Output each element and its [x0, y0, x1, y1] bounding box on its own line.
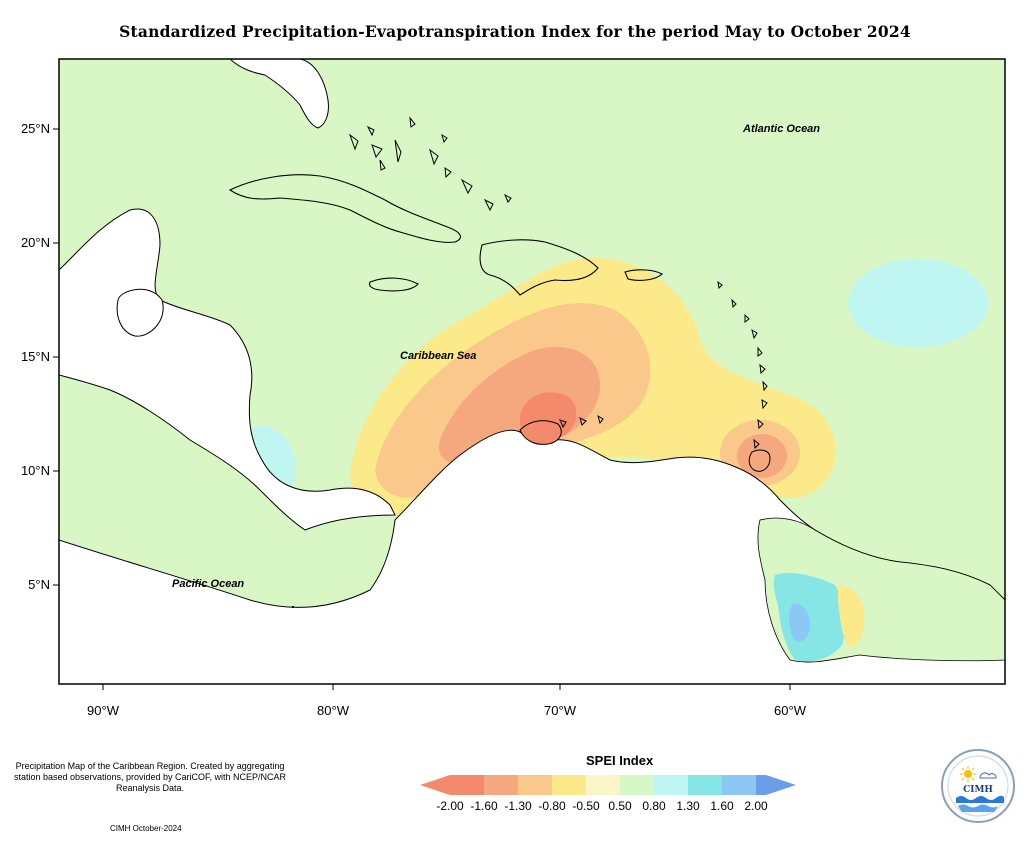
legend-swatch: [484, 775, 518, 795]
lat-label-15n: 15°N: [20, 349, 50, 364]
guyana-wet-land: [773, 573, 846, 662]
legend-tick: 0.50: [608, 799, 632, 813]
lat-label-25n: 25°N: [20, 121, 50, 136]
map-title: Standardized Precipitation-Evapotranspir…: [119, 22, 911, 41]
legend-tick: 2.00: [744, 799, 768, 813]
legend-tick: -1.60: [470, 799, 498, 813]
legend-tick: 0.80: [642, 799, 666, 813]
map-description: Precipitation Map of the Caribbean Regio…: [13, 761, 287, 793]
lat-label-10n: 10°N: [20, 463, 50, 478]
logo-text: CIMH: [963, 785, 993, 795]
land-bahamas: [348, 116, 512, 212]
land-jamaica: [368, 277, 419, 292]
map-frame: [58, 58, 1006, 685]
label-caribbean-sea: Caribbean Sea: [400, 350, 477, 362]
spei-wet-atlantic: [848, 259, 988, 347]
lon-label-90w: 90°W: [87, 703, 119, 718]
legend-tick: -0.80: [538, 799, 566, 813]
legend-swatch: [756, 775, 766, 795]
legend-tick: -0.50: [572, 799, 600, 813]
legend-swatch: [722, 775, 756, 795]
label-pacific-ocean: Pacific Ocean: [172, 578, 245, 590]
legend-tick: 1.60: [710, 799, 734, 813]
legend-arrow-right: [766, 775, 796, 795]
lat-label-20n: 20°N: [20, 235, 50, 250]
land-florida: [229, 59, 329, 129]
legend-swatch: [552, 775, 586, 795]
lon-label-70w: 70°W: [544, 703, 576, 718]
legend-tick: -2.00: [436, 799, 464, 813]
axis-ticks: [53, 128, 791, 690]
legend-colorbar: [420, 775, 796, 795]
legend-tick: 1.30: [676, 799, 700, 813]
legend-swatch: [654, 775, 688, 795]
legend-arrow-left: [420, 775, 450, 795]
lon-label-60w: 60°W: [774, 703, 806, 718]
guyana-wet-core-land: [788, 603, 810, 642]
legend-title: SPEI Index: [586, 753, 654, 768]
legend-tick: -1.30: [504, 799, 532, 813]
land-lesser-antilles: [717, 280, 768, 450]
legend-swatch: [586, 775, 620, 795]
lat-label-5n: 5°N: [28, 577, 50, 592]
land-cuba: [228, 174, 461, 243]
legend-swatch: [518, 775, 552, 795]
legend-swatch: [620, 775, 654, 795]
lon-label-80w: 80°W: [317, 703, 349, 718]
label-atlantic-ocean: Atlantic Ocean: [743, 123, 821, 135]
map-credit: CIMH October-2024: [110, 824, 182, 833]
legend-swatch: [450, 775, 484, 795]
cloud-icon: [979, 772, 997, 779]
land-pacific-islet: [292, 606, 294, 608]
land-guajira: [519, 420, 562, 445]
land-yucatan: [116, 288, 164, 337]
land-trinidad: [748, 449, 771, 472]
legend-swatch: [688, 775, 722, 795]
land-abc-islands: [559, 414, 604, 429]
sun-icon: [960, 766, 976, 782]
waves-icon: [956, 795, 1004, 812]
land-puerto-rico: [624, 269, 663, 281]
cimh-logo: CIMH: [941, 749, 1015, 823]
suriname-yellow-land: [838, 585, 865, 648]
land-hispaniola: [479, 239, 599, 296]
